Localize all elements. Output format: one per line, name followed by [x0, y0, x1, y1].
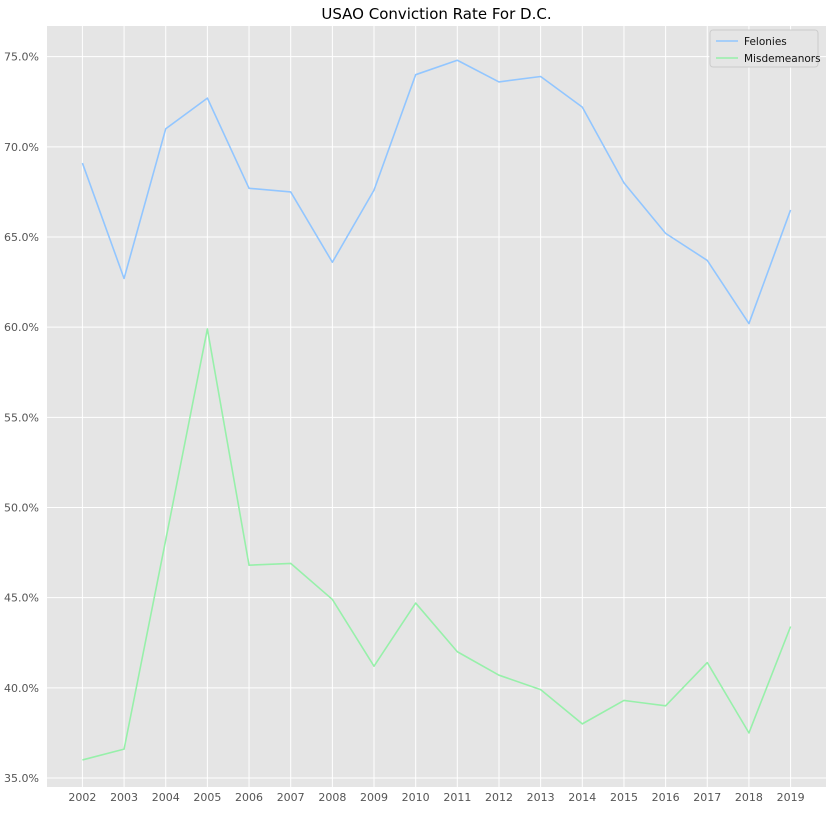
y-tick-label: 40.0% [4, 682, 39, 695]
y-tick-label: 60.0% [4, 321, 39, 334]
x-tick-label: 2004 [152, 791, 180, 804]
x-axis: 2002 2003 2004 2005 2006 2007 2008 2009 2010 2011… [68, 791, 804, 804]
x-tick-label: 2009 [360, 791, 388, 804]
x-tick-label: 2005 [193, 791, 221, 804]
y-tick-label: 55.0% [4, 411, 39, 424]
x-tick-label: 2015 [610, 791, 638, 804]
x-tick-label: 2007 [277, 791, 305, 804]
x-tick-label: 2011 [443, 791, 471, 804]
x-tick-label: 2003 [110, 791, 138, 804]
y-tick-label: 70.0% [4, 141, 39, 154]
x-tick-label: 2010 [402, 791, 430, 804]
plot-area [47, 26, 826, 787]
y-tick-label: 50.0% [4, 501, 39, 514]
x-tick-label: 2018 [735, 791, 763, 804]
y-tick-label: 75.0% [4, 51, 39, 64]
y-tick-label: 65.0% [4, 231, 39, 244]
x-tick-label: 2014 [568, 791, 596, 804]
x-tick-label: 2016 [652, 791, 680, 804]
x-tick-label: 2017 [693, 791, 721, 804]
x-tick-label: 2006 [235, 791, 263, 804]
legend: Felonies Misdemeanors [710, 30, 821, 67]
x-tick-label: 2012 [485, 791, 513, 804]
x-tick-label: 2019 [777, 791, 805, 804]
legend-label: Felonies [744, 36, 787, 48]
chart-title: USAO Conviction Rate For D.C. [321, 5, 551, 23]
y-axis: 35.0% 40.0% 45.0% 50.0% 55.0% 60.0% 65.0% 70.0%… [4, 51, 39, 785]
y-tick-label: 35.0% [4, 772, 39, 785]
y-tick-label: 45.0% [4, 592, 39, 605]
x-tick-label: 2008 [318, 791, 346, 804]
x-tick-label: 2002 [68, 791, 96, 804]
x-tick-label: 2013 [527, 791, 555, 804]
legend-label: Misdemeanors [744, 53, 821, 65]
